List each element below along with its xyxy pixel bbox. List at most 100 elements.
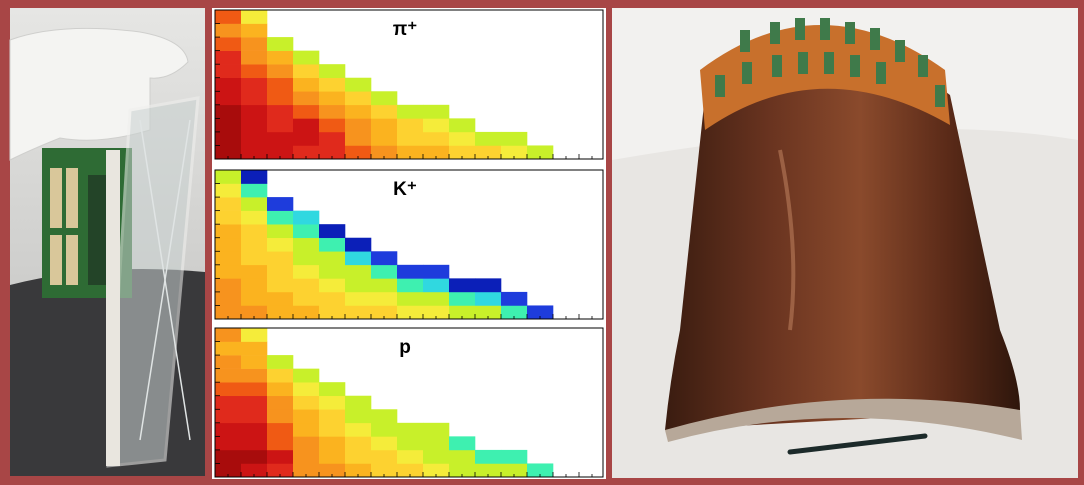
- heatmap-cell: [449, 132, 475, 146]
- heatmap-cell: [267, 423, 293, 437]
- heatmap-cell: [241, 369, 267, 383]
- heatmap-cell: [267, 355, 293, 369]
- heatmap-cell: [241, 132, 267, 146]
- heatmap-cell: [371, 278, 397, 292]
- heatmap-cell: [319, 91, 345, 105]
- heatmap-cell: [215, 118, 241, 132]
- heatmap-cell: [267, 382, 293, 396]
- heatmap-cell: [215, 409, 241, 423]
- heatmap-cell: [241, 197, 267, 211]
- heatmap-cell: [293, 369, 319, 383]
- heatmap-cell: [215, 170, 241, 184]
- heatmap-cell: [241, 91, 267, 105]
- heatmap-cell: [319, 265, 345, 279]
- heatmap-cell: [371, 132, 397, 146]
- heatmap-cell: [215, 251, 241, 265]
- heatmap-cell: [397, 132, 423, 146]
- figure: π⁺K⁺p: [0, 0, 1084, 485]
- heatmap-cell: [423, 118, 449, 132]
- heatmap-cell: [215, 105, 241, 119]
- heatmap-cell: [397, 423, 423, 437]
- heatmap-cell: [345, 436, 371, 450]
- heatmap-cell: [293, 423, 319, 437]
- heatmap-cell: [501, 292, 527, 306]
- heatmap-cell: [371, 105, 397, 119]
- heatmap-cell: [345, 278, 371, 292]
- heatmap-cell: [501, 450, 527, 464]
- page: π⁺K⁺p (() => { const data = JSON.parse(d…: [0, 0, 1084, 485]
- heatmap-cell: [241, 436, 267, 450]
- heatmap-cell: [345, 423, 371, 437]
- heatmap-cell: [293, 211, 319, 225]
- heatmap-cell: [423, 265, 449, 279]
- heatmap-cell: [293, 409, 319, 423]
- heatmap-cell: [319, 64, 345, 78]
- heatmap-cell: [215, 37, 241, 51]
- heatmap-cell: [215, 342, 241, 356]
- heatmap-cell: [397, 265, 423, 279]
- heatmap-cell: [267, 450, 293, 464]
- heatmap-cell: [215, 24, 241, 38]
- heatmap-cell: [241, 396, 267, 410]
- heatmap-cell: [345, 238, 371, 252]
- heatmap-cell: [267, 64, 293, 78]
- heatmap-cell: [215, 238, 241, 252]
- heatmap-cell: [241, 292, 267, 306]
- heatmap-cell: [241, 105, 267, 119]
- heatmap-cell: [241, 224, 267, 238]
- heatmap-cell: [423, 278, 449, 292]
- heatmap-cell: [371, 91, 397, 105]
- heatmap-cell: [241, 184, 267, 198]
- heatmap-cell: [293, 278, 319, 292]
- heatmap-cell: [215, 265, 241, 279]
- heatmap-cell: [345, 292, 371, 306]
- heatmap-cell: [267, 211, 293, 225]
- heatmap-cell: [215, 91, 241, 105]
- heatmap-cell: [215, 278, 241, 292]
- heatmap-cell: [241, 170, 267, 184]
- heatmap-cell: [241, 355, 267, 369]
- heatmap-cell: [345, 78, 371, 92]
- heatmap-cell: [215, 224, 241, 238]
- heatmap-cell: [293, 118, 319, 132]
- heatmap-cell: [293, 238, 319, 252]
- heatmap-cell: [267, 132, 293, 146]
- heatmap-cell: [293, 436, 319, 450]
- heatmap-cell: [371, 292, 397, 306]
- heatmap-cell: [241, 342, 267, 356]
- heatmap-cell: [397, 436, 423, 450]
- heatmap-cell: [267, 78, 293, 92]
- heatmap-cell: [215, 369, 241, 383]
- heatmap-cell: [345, 132, 371, 146]
- heatmap-cell: [319, 118, 345, 132]
- heatmap-cell: [293, 105, 319, 119]
- heatmap-cell: [215, 132, 241, 146]
- heatmap-cell: [241, 423, 267, 437]
- heatmap-cell: [449, 450, 475, 464]
- heatmap-cell: [215, 78, 241, 92]
- heatmap-cell: [215, 64, 241, 78]
- heatmap-cell: [319, 105, 345, 119]
- heatmap-cell: [423, 132, 449, 146]
- heatmap-cell: [241, 238, 267, 252]
- panel-label: p: [399, 337, 411, 358]
- heatmap-cell: [293, 251, 319, 265]
- heatmap-cell: [423, 436, 449, 450]
- heatmap-cell: [475, 278, 501, 292]
- heatmap-cell: [241, 382, 267, 396]
- heatmap-cell: [241, 278, 267, 292]
- heatmap-cell: [267, 409, 293, 423]
- heatmap-cell: [267, 105, 293, 119]
- heatmap-cell: [267, 118, 293, 132]
- heatmap-cell: [319, 238, 345, 252]
- heatmap-cell: [475, 450, 501, 464]
- heatmap-cell: [319, 78, 345, 92]
- heatmap-cell: [319, 409, 345, 423]
- heatmap-cell: [397, 450, 423, 464]
- panel-label: π⁺: [393, 19, 418, 40]
- heatmap-cell: [267, 91, 293, 105]
- heatmap-cell: [293, 51, 319, 65]
- heatmap-cell: [293, 396, 319, 410]
- heatmap-cell: [449, 292, 475, 306]
- heatmap-cell: [397, 278, 423, 292]
